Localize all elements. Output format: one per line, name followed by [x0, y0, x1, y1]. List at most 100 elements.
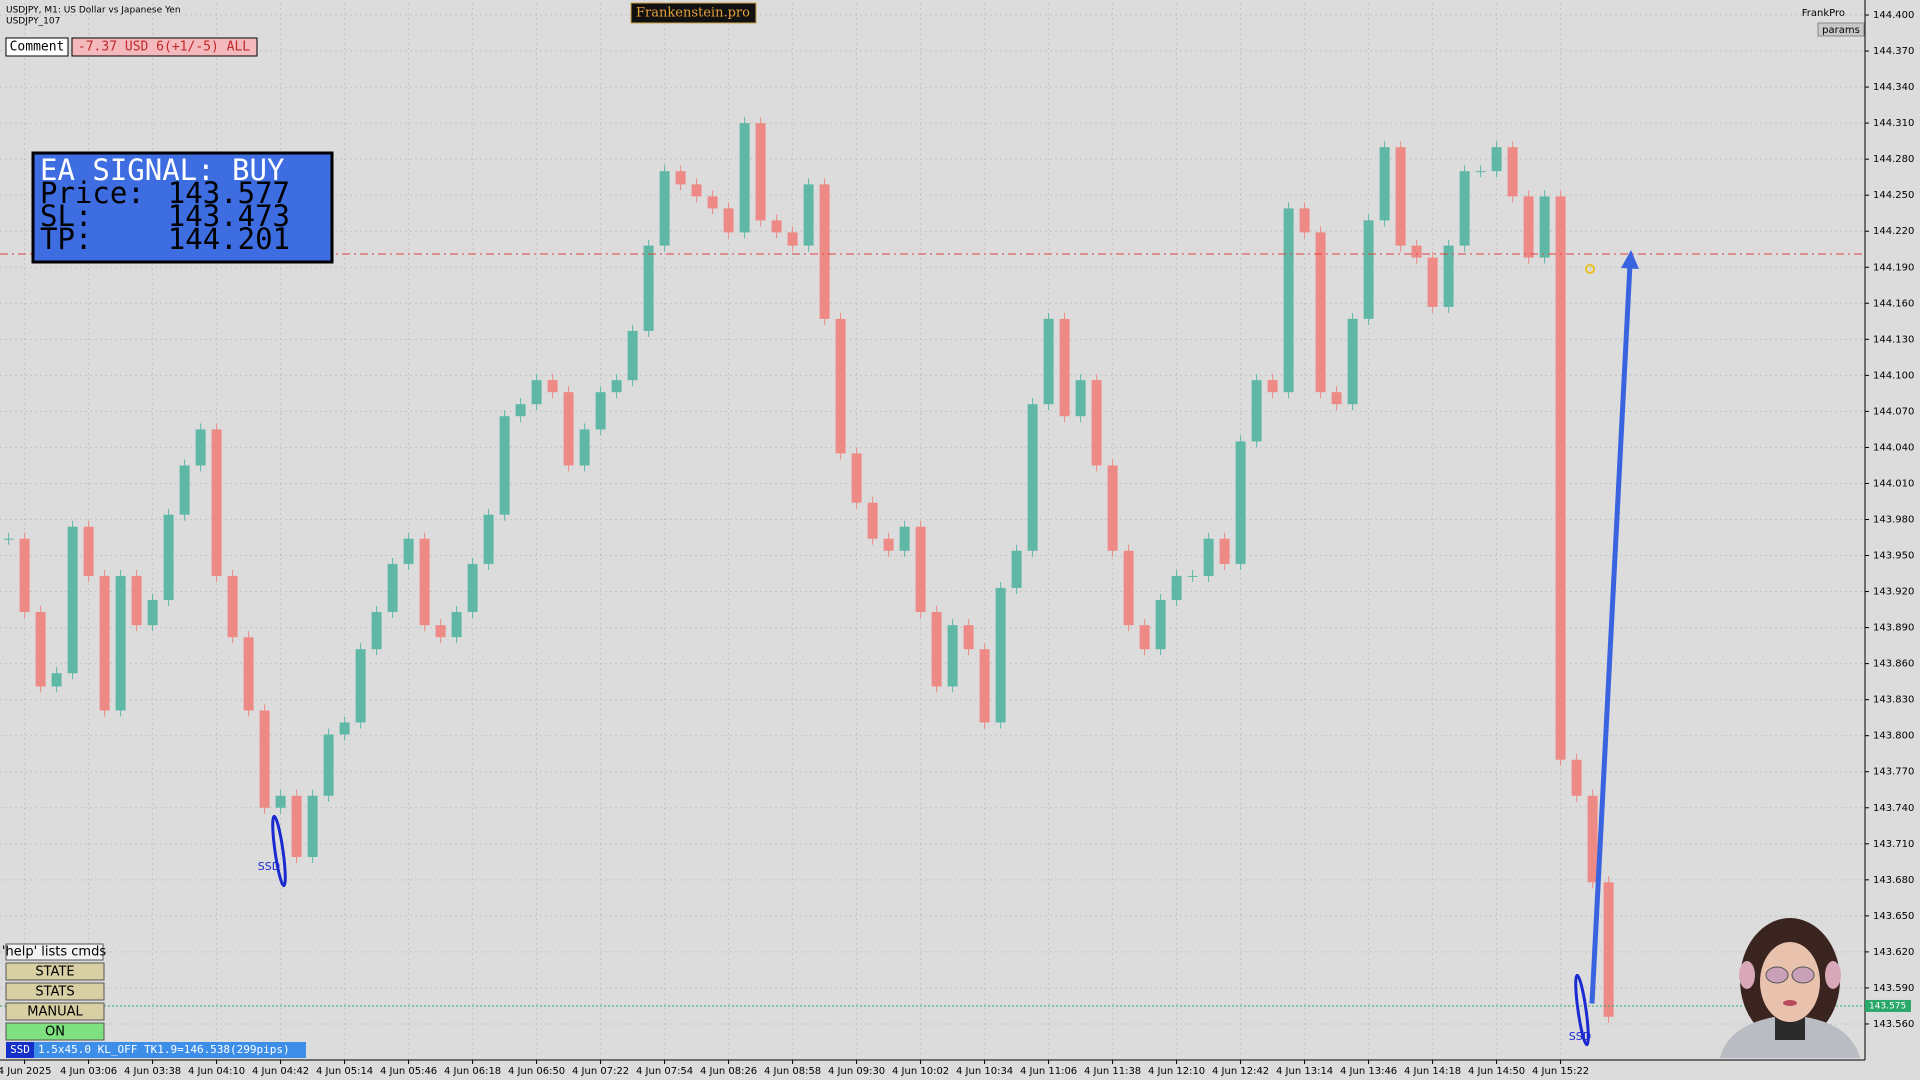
axes: 143.560 143.590 143.620 143.650 143.680 143.7…: [0, 10, 1914, 1077]
stats-label[interactable]: STATS: [35, 985, 74, 1000]
manual-button[interactable]: [5, 1002, 105, 1021]
y-tick-label: 144.010: [1873, 478, 1914, 489]
manual-label[interactable]: MANUAL: [27, 1005, 83, 1020]
candle: [1011, 550, 1022, 588]
candle: [35, 611, 46, 687]
params-button[interactable]: [1817, 22, 1865, 37]
candle: [51, 673, 62, 687]
y-tick-label: 144.070: [1873, 406, 1914, 417]
signal-title: EA SIGNAL: BUY: [40, 153, 284, 187]
y-tick-label: 143.620: [1873, 947, 1914, 958]
y-tick-label: 144.340: [1873, 82, 1914, 93]
x-tick-label: 4 Jun 10:02: [892, 1066, 949, 1077]
candle: [99, 575, 110, 711]
x-tick-label: 4 Jun 13:14: [1276, 1066, 1333, 1077]
y-tick-label: 144.160: [1873, 298, 1914, 309]
y-tick-label: 143.680: [1873, 875, 1914, 886]
brand: Frankenstein.pro: [636, 6, 750, 21]
x-tick-label: 4 Jun 12:10: [1148, 1066, 1205, 1077]
candle: [259, 710, 270, 808]
x-tick-label: 4 Jun 04:42: [252, 1066, 309, 1077]
comment-label-box: [5, 37, 69, 57]
x-tick-label: 4 Jun 07:54: [636, 1066, 693, 1077]
comment-text: -7.37 USD 6(+1/-5) ALL: [78, 40, 250, 55]
status-tag-box: [6, 1042, 34, 1058]
y-tick-label: 143.830: [1873, 695, 1914, 706]
candle: [1187, 575, 1198, 577]
y-tick-label: 144.400: [1873, 10, 1914, 21]
bid-tag: [1865, 999, 1911, 1012]
signal-arrow-head: [1621, 250, 1639, 270]
y-tick-label: 143.890: [1873, 623, 1914, 634]
ssd-label: SSD: [1569, 1030, 1591, 1043]
candle: [1283, 208, 1294, 393]
candle: [883, 538, 894, 551]
candle: [627, 330, 638, 381]
status-text: 1.5x45.0 KL_OFF TK1.9=146.538(299pips): [38, 1043, 290, 1056]
x-tick-label: 4 Jun 2025: [0, 1066, 51, 1077]
candle: [403, 538, 414, 564]
candle: [979, 649, 990, 723]
status-tag: SSD: [10, 1043, 30, 1056]
candle: [483, 514, 494, 564]
candle: [131, 575, 142, 626]
y-tick-label: 143.740: [1873, 803, 1914, 814]
candle: [275, 795, 286, 808]
candle: [83, 526, 94, 576]
candle: [323, 734, 334, 796]
candle: [1571, 759, 1582, 796]
candle: [851, 453, 862, 503]
candle: [1123, 550, 1134, 626]
x-tick-label: 4 Jun 14:18: [1404, 1066, 1461, 1077]
on-label[interactable]: ON: [45, 1025, 65, 1040]
ssd-marker: [271, 814, 287, 888]
candle: [1507, 147, 1518, 197]
candle: [355, 649, 366, 723]
candle: [451, 611, 462, 638]
avatar: [1720, 918, 1860, 1058]
candle: [1155, 599, 1166, 650]
candle: [1027, 404, 1038, 551]
candle: [755, 123, 766, 221]
x-tick-label: 4 Jun 06:18: [444, 1066, 501, 1077]
status-bar: [6, 1042, 306, 1058]
candle: [1395, 147, 1406, 246]
comment-label: Comment: [10, 40, 65, 55]
candle: [243, 637, 254, 711]
x-tick-label: 4 Jun 08:26: [700, 1066, 757, 1077]
y-tick-label: 144.370: [1873, 46, 1914, 57]
x-tick-label: 4 Jun 03:38: [124, 1066, 181, 1077]
candle: [211, 429, 222, 576]
state-button[interactable]: [5, 962, 105, 981]
candle: [1235, 441, 1246, 564]
x-tick-label: 4 Jun 11:38: [1084, 1066, 1141, 1077]
candle: [467, 563, 478, 612]
signal-row-label: TP:: [40, 222, 92, 256]
stats-button[interactable]: [5, 982, 105, 1001]
x-tick-label: 4 Jun 04:10: [188, 1066, 245, 1077]
x-tick-label: 4 Jun 08:58: [764, 1066, 821, 1077]
candle: [1315, 232, 1326, 393]
candle: [1331, 392, 1342, 405]
candle: [19, 538, 30, 612]
on-button[interactable]: [5, 1022, 105, 1041]
state-label[interactable]: STATE: [35, 965, 74, 980]
x-tick-label: 4 Jun 06:50: [508, 1066, 565, 1077]
frankpro: FrankPro: [1802, 8, 1845, 19]
candle: [1267, 380, 1278, 393]
y-tick-label: 143.950: [1873, 551, 1914, 562]
candle: [195, 429, 206, 466]
candle: [867, 502, 878, 539]
candle: [307, 795, 318, 858]
candle: [1539, 196, 1550, 258]
candle: [563, 392, 574, 466]
candle: [547, 380, 558, 393]
params-label[interactable]: params: [1822, 25, 1860, 36]
candle: [1059, 318, 1070, 417]
y-tick-label: 143.770: [1873, 767, 1914, 778]
x-tick-label: 4 Jun 07:22: [572, 1066, 629, 1077]
candle: [163, 514, 174, 600]
candle: [707, 196, 718, 209]
